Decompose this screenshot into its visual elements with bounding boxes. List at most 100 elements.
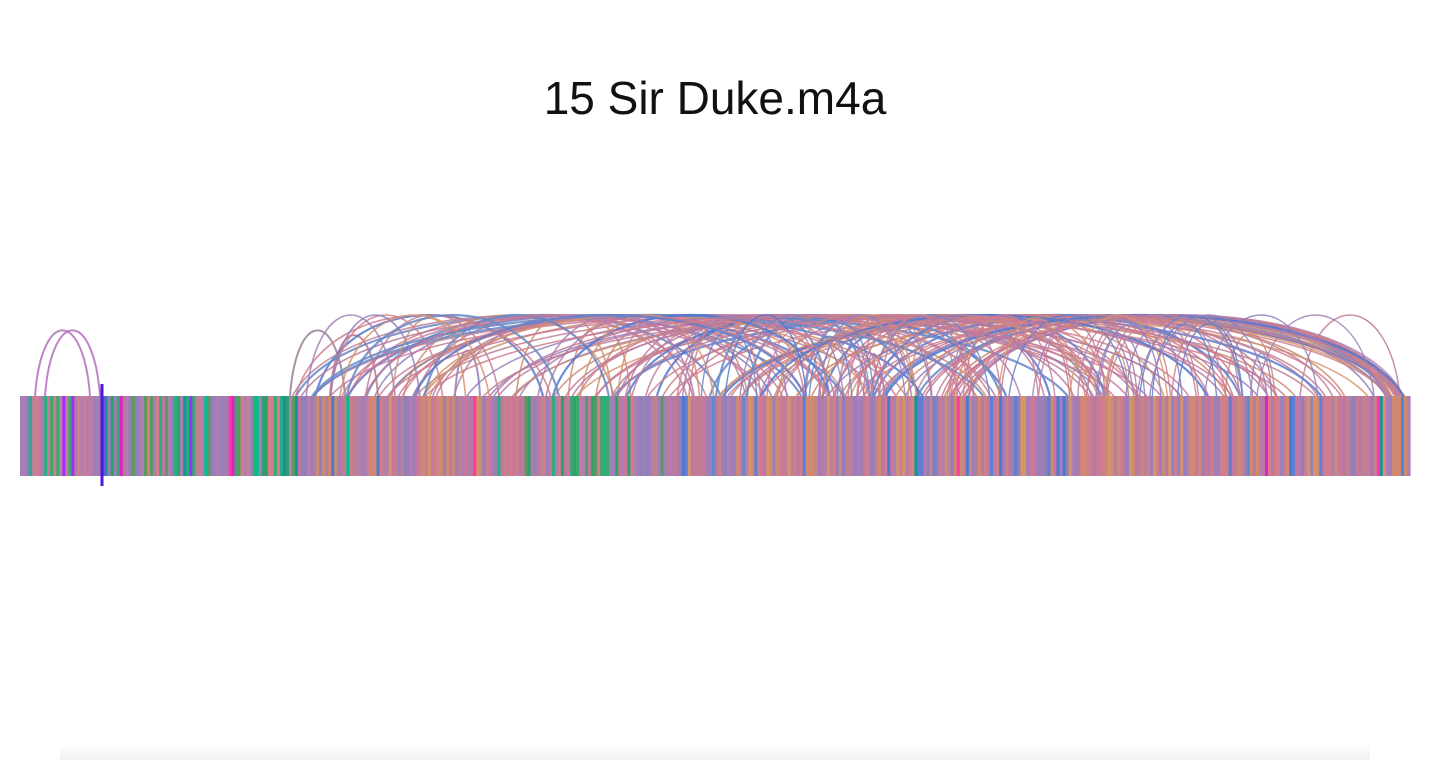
beat-segment[interactable] <box>572 396 577 476</box>
beat-segment[interactable] <box>929 396 934 476</box>
beat-segment[interactable] <box>530 396 535 476</box>
beat-segment[interactable] <box>1065 396 1070 476</box>
beat-segment[interactable] <box>219 396 224 476</box>
beat-segment[interactable] <box>657 396 662 476</box>
beat-segment[interactable] <box>832 396 837 476</box>
beat-segment[interactable] <box>1026 396 1030 476</box>
beat-segment[interactable] <box>282 396 287 476</box>
beat-segment[interactable] <box>857 396 861 476</box>
beat-segment[interactable] <box>1316 396 1320 476</box>
beat-segment[interactable] <box>367 396 372 476</box>
beat-segment[interactable] <box>240 396 245 476</box>
beat-segment[interactable] <box>252 396 257 476</box>
beat-segment[interactable] <box>675 396 680 476</box>
beat-segment[interactable] <box>301 396 305 476</box>
beat-segment[interactable] <box>198 396 202 476</box>
beat-segment[interactable] <box>678 396 683 476</box>
beat-segment[interactable] <box>748 396 752 476</box>
beat-segment[interactable] <box>258 396 263 476</box>
beat-segment[interactable] <box>1310 396 1314 476</box>
beat-segment[interactable] <box>146 396 151 476</box>
beat-segment[interactable] <box>192 396 196 476</box>
beat-segment[interactable] <box>1135 396 1139 476</box>
beat-segment[interactable] <box>600 396 604 476</box>
beat-segment[interactable] <box>1192 396 1197 476</box>
beat-segment[interactable] <box>838 396 843 476</box>
beat-segment[interactable] <box>1014 396 1018 476</box>
beat-segment[interactable] <box>1255 396 1260 476</box>
beat-segment[interactable] <box>1304 396 1308 476</box>
beat-segment[interactable] <box>1183 396 1187 476</box>
beat-segment[interactable] <box>394 396 399 476</box>
beat-segment[interactable] <box>793 396 798 476</box>
beat-segment[interactable] <box>585 396 589 476</box>
beat-segment[interactable] <box>887 396 891 476</box>
beat-segment[interactable] <box>1322 396 1326 476</box>
beat-segment[interactable] <box>285 396 290 476</box>
beat-segment[interactable] <box>1307 396 1311 476</box>
beat-segment[interactable] <box>860 396 864 476</box>
beat-segment[interactable] <box>944 396 949 476</box>
beat-segment[interactable] <box>273 396 278 476</box>
beat-segment[interactable] <box>183 396 187 476</box>
beat-segment[interactable] <box>884 396 888 476</box>
beat-segment[interactable] <box>1274 396 1278 476</box>
beat-segment[interactable] <box>950 396 955 476</box>
beat-segment[interactable] <box>334 396 338 476</box>
beat-segment[interactable] <box>168 396 172 476</box>
beat-segment[interactable] <box>59 396 63 476</box>
beat-segment[interactable] <box>971 396 976 476</box>
beat-segment[interactable] <box>1403 396 1408 476</box>
beat-segment[interactable] <box>708 396 713 476</box>
beat-segment[interactable] <box>1213 396 1218 476</box>
beat-segment[interactable] <box>427 396 432 476</box>
beat-segment[interactable] <box>588 396 592 476</box>
beat-segment[interactable] <box>977 396 982 476</box>
beat-segment[interactable] <box>899 396 903 476</box>
beat-segment[interactable] <box>134 396 139 476</box>
beat-segment[interactable] <box>554 396 559 476</box>
beat-segment[interactable] <box>745 396 749 476</box>
beat-segment[interactable] <box>1406 396 1411 476</box>
beat-segment[interactable] <box>1144 396 1148 476</box>
beat-segment[interactable] <box>388 396 393 476</box>
beat-segment[interactable] <box>1207 396 1212 476</box>
beat-segment[interactable] <box>802 396 807 476</box>
beat-segment[interactable] <box>1289 396 1293 476</box>
beat-segment[interactable] <box>210 396 214 476</box>
beat-segment[interactable] <box>149 396 154 476</box>
beat-segment[interactable] <box>597 396 601 476</box>
beat-segment[interactable] <box>171 396 175 476</box>
beat-segment[interactable] <box>1074 396 1079 476</box>
beat-segment[interactable] <box>313 396 317 476</box>
beat-segment[interactable] <box>1280 396 1284 476</box>
beat-segment[interactable] <box>512 396 517 476</box>
beat-segment[interactable] <box>68 396 72 476</box>
beat-segment[interactable] <box>820 396 825 476</box>
beat-segment[interactable] <box>361 396 366 476</box>
beat-segment[interactable] <box>1382 396 1387 476</box>
beat-segment[interactable] <box>1017 396 1021 476</box>
beat-segment[interactable] <box>582 396 586 476</box>
beat-segment[interactable] <box>841 396 846 476</box>
beat-segment[interactable] <box>500 396 505 476</box>
beat-segment[interactable] <box>50 396 54 476</box>
beat-segment[interactable] <box>409 396 414 476</box>
beat-segment[interactable] <box>89 396 94 476</box>
beat-segment[interactable] <box>485 396 489 476</box>
beat-segment[interactable] <box>364 396 369 476</box>
beat-segment[interactable] <box>143 396 148 476</box>
beat-segment[interactable] <box>612 396 616 476</box>
beat-segment[interactable] <box>1119 396 1124 476</box>
beat-segment[interactable] <box>29 396 33 476</box>
beat-segment[interactable] <box>1092 396 1097 476</box>
beat-segment[interactable] <box>996 396 1000 476</box>
beat-segment[interactable] <box>775 396 780 476</box>
beat-segment[interactable] <box>159 396 163 476</box>
beat-segment[interactable] <box>231 396 236 476</box>
beat-segment[interactable] <box>446 396 450 476</box>
beat-segment[interactable] <box>1325 396 1330 476</box>
beat-segment[interactable] <box>1210 396 1215 476</box>
beat-segment[interactable] <box>1355 396 1360 476</box>
beat-segment[interactable] <box>1128 396 1133 476</box>
